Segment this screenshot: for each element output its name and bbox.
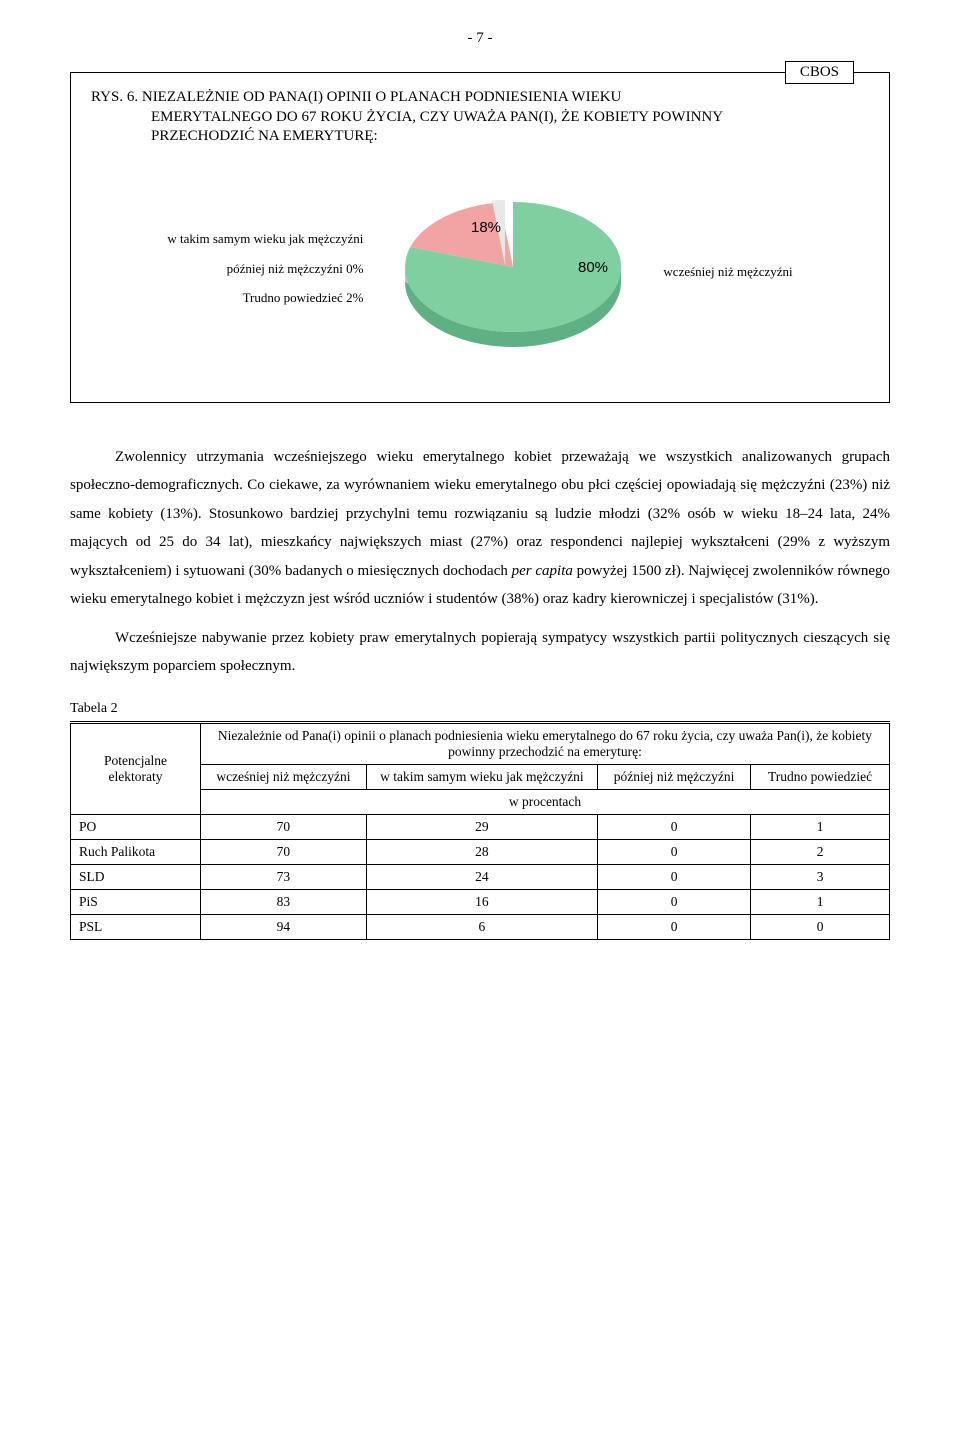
cell: 0 — [597, 839, 750, 864]
cbos-badge: CBOS — [785, 61, 854, 84]
paragraph-2: Wcześniejsze nabywanie przez kobiety pra… — [70, 624, 890, 681]
row-name-3: PiS — [71, 889, 201, 914]
cell: 3 — [751, 864, 890, 889]
chart-area: w takim samym wieku jak mężczyźni późnie… — [91, 172, 869, 372]
table-row: PO 70 29 0 1 — [71, 814, 890, 839]
pct-80-label: 80% — [578, 259, 608, 276]
chart-title-prefix: RYS. 6. — [91, 89, 138, 105]
table-row: SLD 73 24 0 3 — [71, 864, 890, 889]
row-name-1: Ruch Palikota — [71, 839, 201, 864]
cell: 6 — [366, 914, 597, 939]
data-table: Potencjalne elektoraty Niezależnie od Pa… — [70, 721, 890, 940]
paragraph-1: Zwolennicy utrzymania wcześniejszego wie… — [70, 443, 890, 614]
cell: 28 — [366, 839, 597, 864]
legend-left: w takim samym wieku jak mężczyźni późnie… — [167, 227, 363, 315]
pct-18-label: 18% — [471, 219, 501, 236]
page-number: - 7 - — [70, 30, 890, 47]
row-name-2: SLD — [71, 864, 201, 889]
legend-item-hard-to-say: Trudno powiedzieć 2% — [167, 286, 363, 309]
chart-title-line2: EMERYTALNEGO DO 67 ROKU ŻYCIA, CZY UWAŻA… — [91, 108, 869, 128]
para1-italic: per capita — [512, 563, 573, 579]
cell: 24 — [366, 864, 597, 889]
table-row: PiS 83 16 0 1 — [71, 889, 890, 914]
cell: 0 — [751, 914, 890, 939]
table-col-3: Trudno powiedzieć — [751, 764, 890, 789]
pie-chart: 18% 80% — [383, 172, 643, 372]
cell: 70 — [201, 814, 367, 839]
table-rowheader: Potencjalne elektoraty — [71, 722, 201, 814]
table-col-2: później niż mężczyźni — [597, 764, 750, 789]
cell: 2 — [751, 839, 890, 864]
cell: 1 — [751, 889, 890, 914]
chart-title-line3: PRZECHODZIĆ NA EMERYTURĘ: — [91, 127, 869, 147]
cell: 0 — [597, 864, 750, 889]
cell: 73 — [201, 864, 367, 889]
legend-item-same-age: w takim samym wieku jak mężczyźni — [167, 227, 363, 250]
cell: 1 — [751, 814, 890, 839]
cell: 29 — [366, 814, 597, 839]
chart-container: CBOS RYS. 6. NIEZALEŻNIE OD PANA(I) OPIN… — [70, 72, 890, 403]
row-name-4: PSL — [71, 914, 201, 939]
chart-title-line1: NIEZALEŻNIE OD PANA(I) OPINII O PLANACH … — [142, 89, 622, 105]
para1-text: Zwolennicy utrzymania wcześniejszego wie… — [70, 449, 890, 579]
legend-item-later: później niż mężczyźni 0% — [167, 257, 363, 280]
table-unit-row: w procentach — [201, 789, 890, 814]
cell: 0 — [597, 889, 750, 914]
cell: 0 — [597, 814, 750, 839]
cell: 83 — [201, 889, 367, 914]
legend-right: wcześniej niż mężczyźni — [663, 264, 792, 280]
table-row: PSL 94 6 0 0 — [71, 914, 890, 939]
cell: 0 — [597, 914, 750, 939]
table-row: Ruch Palikota 70 28 0 2 — [71, 839, 890, 864]
cell: 94 — [201, 914, 367, 939]
table-col-1: w takim samym wieku jak mężczyźni — [366, 764, 597, 789]
row-name-0: PO — [71, 814, 201, 839]
table-superheader: Niezależnie od Pana(i) opinii o planach … — [201, 722, 890, 764]
chart-title: RYS. 6. NIEZALEŻNIE OD PANA(I) OPINII O … — [91, 88, 869, 147]
table-label: Tabela 2 — [70, 701, 890, 717]
table-col-0: wcześniej niż mężczyźni — [201, 764, 367, 789]
cell: 70 — [201, 839, 367, 864]
cell: 16 — [366, 889, 597, 914]
